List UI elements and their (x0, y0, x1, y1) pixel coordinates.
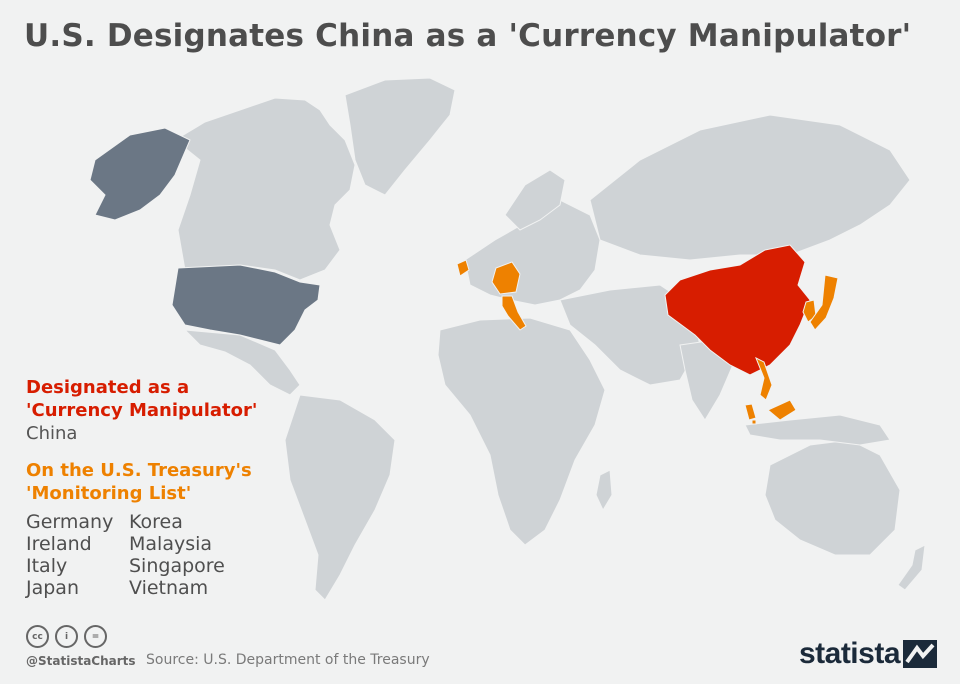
region-africa (437, 317, 606, 546)
monitoring-country: Japan (26, 577, 79, 599)
region-middle-east (559, 284, 701, 386)
region-germany (491, 261, 521, 295)
designated-heading-line-1: Designated as a (26, 377, 190, 398)
region-alaska (89, 127, 191, 221)
monitoring-country: Germany (26, 511, 114, 533)
monitoring-country: Korea (129, 511, 183, 533)
monitoring-country: Ireland (26, 533, 92, 555)
cc-icon[interactable]: cc (26, 625, 49, 648)
designated-heading-line-2: 'Currency Manipulator' (26, 400, 258, 421)
legend: Designated as a 'Currency Manipulator' C… (26, 376, 326, 599)
monitoring-heading-line-2: 'Monitoring List' (26, 483, 192, 504)
region-scandinavia (504, 169, 566, 231)
chart-title: U.S. Designates China as a 'Currency Man… (24, 18, 912, 54)
region-indonesia (744, 414, 891, 446)
monitoring-country-list: Germany Korea Ireland Malaysia Italy Sin… (26, 511, 326, 599)
region-new-zealand (897, 544, 926, 591)
region-malaysia-borneo (767, 399, 797, 421)
region-madagascar (595, 469, 613, 512)
license-icons: cc i = (26, 625, 107, 648)
statista-logo-icon[interactable] (903, 640, 937, 668)
region-canada (174, 97, 356, 281)
region-greenland (344, 77, 456, 196)
region-vietnam (755, 356, 773, 401)
monitoring-heading-line-1: On the U.S. Treasury's (26, 460, 252, 481)
region-malaysia (744, 403, 757, 421)
region-mexico (183, 329, 301, 396)
region-ireland (456, 259, 470, 277)
monitoring-country: Italy (26, 555, 68, 577)
designated-country: China (26, 423, 78, 444)
region-italy (501, 295, 527, 331)
region-united-states (171, 264, 321, 346)
region-japan (809, 274, 839, 331)
by-icon[interactable]: i (55, 625, 78, 648)
region-russia (589, 114, 911, 261)
region-china (664, 244, 811, 376)
monitoring-country: Vietnam (129, 577, 209, 599)
source-note: Source: U.S. Department of the Treasury (146, 652, 430, 668)
region-singapore (751, 419, 757, 425)
region-south-america (284, 394, 396, 601)
monitoring-country: Malaysia (129, 533, 213, 555)
monitoring-heading: On the U.S. Treasury's 'Monitoring List' (26, 459, 326, 505)
nd-icon[interactable]: = (84, 625, 107, 648)
region-australia (764, 439, 901, 556)
social-handle[interactable]: @StatistaCharts (26, 654, 136, 668)
monitoring-country: Singapore (129, 555, 225, 577)
brand-name[interactable]: statista (798, 637, 901, 670)
designated-heading: Designated as a 'Currency Manipulator' (26, 376, 326, 422)
